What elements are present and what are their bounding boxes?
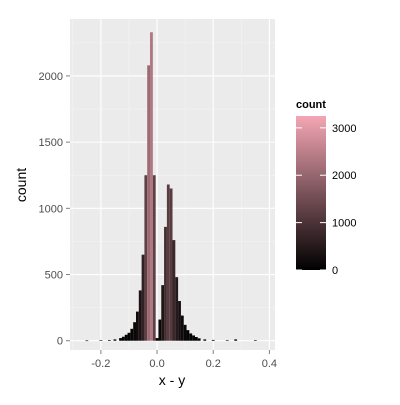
histogram-bar <box>155 338 159 341</box>
histogram-bar <box>178 301 181 341</box>
histogram-bar <box>197 338 201 341</box>
x-axis-ticks: -0.2 0.0 0.2 0.4 <box>91 350 277 370</box>
fill-legend: count 0 1000 2000 3000 <box>296 99 356 277</box>
histogram-bar <box>144 175 148 341</box>
y-tick-label: 500 <box>45 270 63 282</box>
legend-tick-label: 3000 <box>332 123 356 135</box>
histogram-bar <box>147 65 151 341</box>
x-tick-label: 0.4 <box>262 358 277 370</box>
histogram-bar <box>99 340 103 341</box>
histogram-bar <box>124 334 128 341</box>
histogram-bar <box>234 339 238 341</box>
x-tick-label: 0.0 <box>149 358 164 370</box>
y-tick-label: 1500 <box>39 137 63 149</box>
histogram-bar <box>175 277 179 341</box>
x-axis-title: x - y <box>159 372 185 388</box>
legend-title: count <box>296 99 326 111</box>
y-axis-ticks: 0 500 1000 1500 2000 <box>39 71 70 348</box>
legend-ticks: 0 1000 2000 3000 <box>296 123 356 277</box>
histogram-bar <box>211 339 215 341</box>
histogram-bar <box>164 226 167 341</box>
histogram-bar <box>85 340 89 342</box>
legend-tick-label: 1000 <box>332 218 356 230</box>
histogram-bar <box>135 311 139 341</box>
x-tick-label: -0.2 <box>91 358 110 370</box>
histogram-bar <box>169 188 173 341</box>
histogram-bar <box>150 32 153 341</box>
histogram-bar <box>192 335 195 341</box>
histogram-bar <box>225 340 229 341</box>
histogram-bar <box>121 336 125 341</box>
histogram-bar <box>130 328 134 341</box>
legend-tick-label: 2000 <box>332 170 356 182</box>
legend-colorbar <box>296 116 326 270</box>
y-tick-label: 2000 <box>39 71 63 83</box>
histogram-bar <box>127 332 131 341</box>
legend-tick-label: 0 <box>332 265 338 277</box>
histogram-bar <box>172 240 176 341</box>
histogram-bar <box>186 330 190 341</box>
histogram-bar <box>253 340 257 341</box>
histogram-bar <box>180 315 184 341</box>
histogram-bar <box>161 285 165 341</box>
histogram-bar <box>141 254 145 341</box>
histogram-bar <box>107 340 111 341</box>
histogram-bar <box>203 339 207 341</box>
histogram-bar <box>113 339 117 341</box>
histogram-bar <box>189 333 193 341</box>
y-tick-label: 1000 <box>39 203 63 215</box>
bars <box>85 32 257 342</box>
y-tick-label: 0 <box>57 336 63 348</box>
histogram-bar <box>119 338 122 341</box>
histogram-bar <box>138 290 142 341</box>
histogram-bar <box>166 184 170 341</box>
histogram-bar <box>133 322 136 341</box>
histogram-bar <box>183 324 187 341</box>
y-axis-title: count <box>13 168 29 202</box>
histogram-bar <box>194 337 198 341</box>
x-tick-label: 0.2 <box>206 358 221 370</box>
histogram-bar <box>158 319 162 341</box>
histogram-bar <box>152 175 156 341</box>
